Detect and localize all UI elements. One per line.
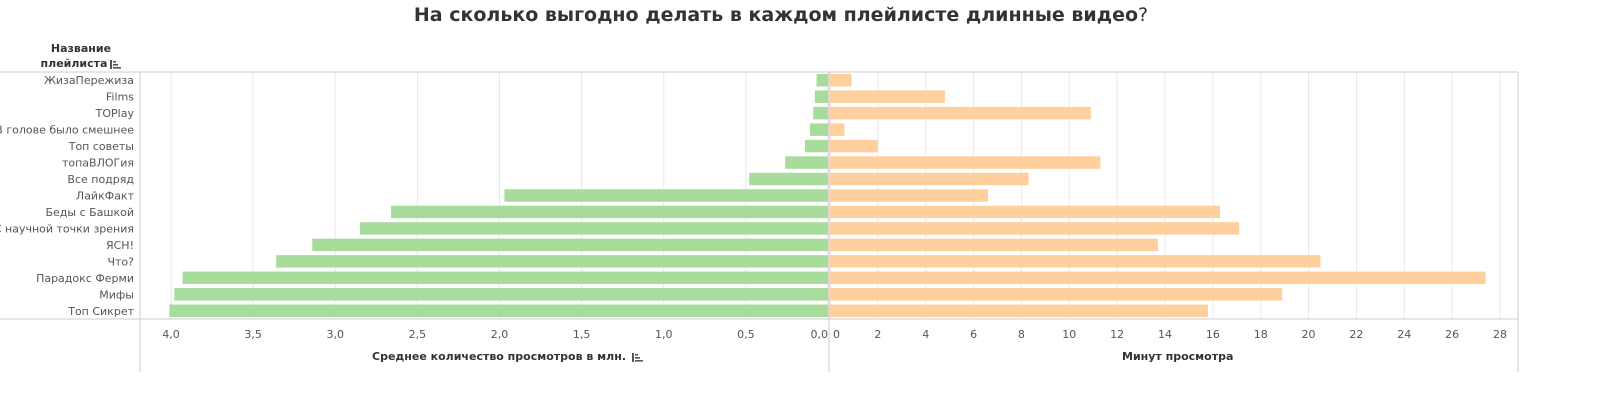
x-axis-title-left-text: Среднее количество просмотров в млн. — [372, 350, 626, 363]
x-tick-label-left: 2,0 — [491, 328, 509, 341]
category-label: ЖизаПережиза — [44, 74, 134, 87]
row-header-line1: Название — [50, 42, 112, 55]
x-tick-label-right: 0 — [833, 328, 840, 341]
category-label: Топ Сикрет — [67, 305, 134, 318]
bar-minutes — [830, 123, 845, 136]
x-tick-label-right: 22 — [1349, 328, 1363, 341]
bar-views — [504, 189, 828, 202]
bar-minutes — [830, 304, 1209, 318]
x-tick-label-right: 10 — [1062, 328, 1076, 341]
bar-minutes — [830, 205, 1221, 219]
bar-views — [276, 255, 828, 268]
category-label: Парадокс Ферми — [36, 272, 134, 285]
x-tick-label-right: 24 — [1397, 328, 1411, 341]
category-label: топаВЛОГия — [62, 157, 134, 170]
x-tick-label-left: 1,0 — [655, 328, 673, 341]
x-tick-label-right: 18 — [1254, 328, 1268, 341]
category-label: ЯСН! — [106, 239, 134, 252]
category-label: Топ советы — [68, 140, 134, 153]
bar-views — [174, 288, 828, 301]
bar-minutes — [830, 189, 988, 202]
bar-views — [182, 271, 828, 285]
x-tick-label-left: 4,0 — [162, 328, 180, 341]
bar-views — [169, 304, 829, 318]
category-label: Все подряд — [67, 173, 134, 186]
chart-title: На сколько выгодно делать в каждом плейл… — [0, 4, 1562, 26]
category-label: Films — [106, 91, 134, 104]
bar-minutes — [830, 90, 945, 103]
x-tick-label-right: 26 — [1445, 328, 1459, 341]
bar-minutes — [830, 271, 1486, 285]
x-tick-label-left: 2,5 — [409, 328, 427, 341]
bar-views — [816, 73, 828, 87]
bar-views — [391, 205, 828, 219]
x-tick-label-right: 4 — [922, 328, 929, 341]
bar-minutes — [830, 172, 1029, 186]
bar-minutes — [830, 73, 852, 87]
category-label: Беды с Башкой — [45, 206, 134, 219]
bar-views — [749, 172, 828, 186]
category-label: Мифы — [99, 288, 134, 301]
sort-descending-icon[interactable] — [110, 59, 122, 69]
category-label: TOPlay — [95, 107, 135, 120]
bar-minutes — [830, 106, 1091, 120]
x-axis-title-right: Минут просмотра — [1122, 350, 1233, 363]
x-tick-label-right: 14 — [1158, 328, 1172, 341]
bar-views — [785, 156, 828, 169]
bar-views — [814, 90, 828, 103]
bar-minutes — [830, 139, 878, 153]
x-axis-title-left: Среднее количество просмотров в млн. — [372, 350, 643, 363]
category-label: С научной точки зрения — [0, 222, 134, 235]
x-tick-label-left: 1,5 — [573, 328, 591, 341]
bar-views — [359, 222, 828, 235]
category-label: В голове было смешнее — [0, 124, 134, 137]
x-tick-label-left: 0,5 — [737, 328, 755, 341]
row-header[interactable]: Название плейлиста — [36, 41, 126, 71]
sort-descending-icon[interactable] — [632, 352, 643, 362]
x-tick-label-right: 16 — [1206, 328, 1220, 341]
bar-views — [813, 106, 828, 120]
bar-views — [312, 238, 828, 252]
x-tick-label-left: 3,5 — [244, 328, 262, 341]
x-tick-label-right: 6 — [970, 328, 977, 341]
row-header-line2: плейлиста — [40, 57, 108, 70]
bar-minutes — [830, 222, 1240, 235]
bar-minutes — [830, 156, 1101, 169]
x-tick-label-right: 8 — [1018, 328, 1025, 341]
category-label: ЛайкФакт — [76, 190, 135, 203]
x-tick-label-right: 2 — [874, 328, 881, 341]
x-tick-label-right: 20 — [1302, 328, 1316, 341]
x-tick-label-right: 28 — [1493, 328, 1507, 341]
x-tick-label-right: 12 — [1110, 328, 1124, 341]
bar-minutes — [830, 238, 1158, 252]
category-label: Что? — [107, 255, 134, 268]
bar-views — [809, 123, 828, 136]
chart-title-text: На сколько выгодно делать в каждом плейл… — [413, 4, 1139, 26]
x-tick-label-left: 3,0 — [327, 328, 345, 341]
chart-title-suffix: ? — [1138, 4, 1149, 26]
bar-views — [805, 139, 828, 153]
x-tick-label-left: 0,0 — [811, 328, 829, 341]
bar-minutes — [830, 288, 1283, 301]
bar-minutes — [830, 255, 1321, 268]
x-axis-title-right-text: Минут просмотра — [1122, 350, 1234, 363]
